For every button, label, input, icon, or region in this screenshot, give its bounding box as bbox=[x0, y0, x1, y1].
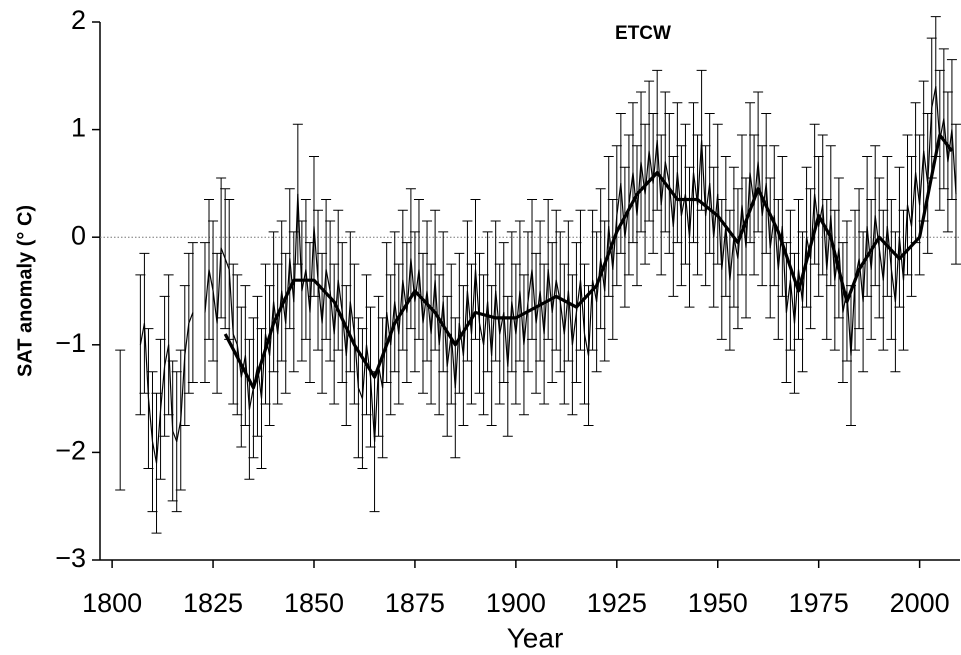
error-bar bbox=[115, 349, 126, 491]
y-tick-label: −3 bbox=[55, 543, 86, 573]
smoothed-line bbox=[223, 133, 954, 390]
error-bar bbox=[135, 274, 146, 416]
y-axis-label: SAT anomaly (° C) bbox=[14, 205, 36, 377]
y-tick-label: −1 bbox=[55, 328, 86, 358]
x-tick-label: 1875 bbox=[385, 588, 445, 618]
x-tick-label: 1975 bbox=[789, 588, 849, 618]
chart-title: ETCW bbox=[615, 23, 671, 44]
x-tick-label: 1900 bbox=[486, 588, 546, 618]
x-tick-label: 1925 bbox=[587, 588, 647, 618]
x-tick-label: 1850 bbox=[284, 588, 344, 618]
x-axis-label: Year bbox=[507, 622, 564, 653]
x-tick-label: 2000 bbox=[890, 588, 950, 618]
y-tick-label: 2 bbox=[71, 5, 86, 35]
y-tick-label: −2 bbox=[55, 436, 86, 466]
error-bar bbox=[199, 242, 210, 383]
x-tick-label: 1800 bbox=[82, 588, 142, 618]
y-tick-label: 0 bbox=[71, 220, 86, 250]
x-tick-label: 1950 bbox=[688, 588, 748, 618]
x-tick-label: 1825 bbox=[183, 588, 243, 618]
y-tick-label: 1 bbox=[71, 113, 86, 143]
annual-line bbox=[139, 86, 957, 464]
